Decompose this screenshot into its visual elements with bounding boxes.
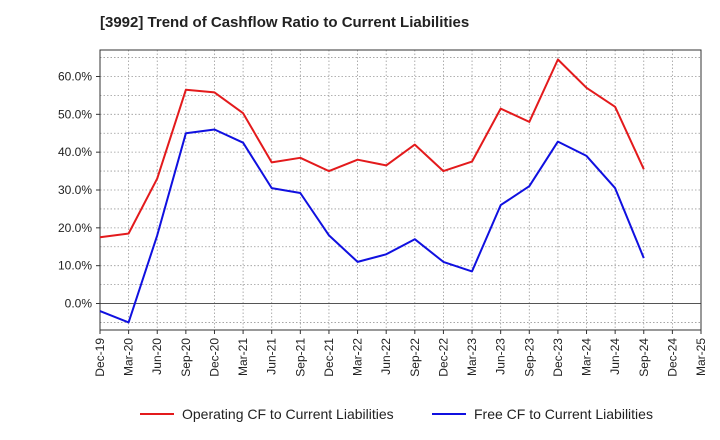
chart-title: [3992] Trend of Cashflow Ratio to Curren…	[100, 14, 470, 31]
x-tick-label: Dec-21	[322, 338, 336, 377]
x-tick-label: Jun-21	[265, 338, 279, 375]
x-tick-label: Jun-20	[150, 338, 164, 375]
x-tick-label: Jun-24	[608, 338, 622, 375]
x-tick-label: Sep-20	[179, 338, 193, 377]
y-tick-label: 0.0%	[65, 297, 93, 311]
x-tick-label: Dec-19	[93, 338, 107, 377]
y-tick-label: 40.0%	[58, 145, 92, 159]
x-tick-label: Jun-22	[379, 338, 393, 375]
x-tick-label: Mar-23	[465, 338, 479, 376]
x-tick-label: Jun-23	[494, 338, 508, 375]
x-tick-label: Sep-21	[293, 338, 307, 377]
x-tick-label: Dec-22	[436, 338, 450, 377]
legend-label: Operating CF to Current Liabilities	[182, 406, 394, 422]
series-line-free-cf	[99, 128, 645, 324]
x-tick-label: Mar-21	[236, 338, 250, 376]
x-tick-label: Sep-24	[637, 338, 651, 377]
x-tick-label: Mar-25	[694, 338, 708, 376]
x-tick-label: Dec-20	[207, 338, 221, 377]
x-tick-label: Mar-20	[122, 338, 136, 376]
legend-label: Free CF to Current Liabilities	[474, 406, 653, 422]
y-tick-label: 30.0%	[58, 183, 92, 197]
series-line-operating-cf	[99, 58, 645, 239]
x-tick-label: Sep-22	[408, 338, 422, 377]
y-tick-label: 10.0%	[58, 259, 92, 273]
x-tick-label: Dec-24	[665, 338, 679, 377]
y-tick-label: 50.0%	[58, 107, 92, 121]
y-tick-label: 60.0%	[58, 69, 92, 83]
plot-area	[100, 50, 701, 330]
x-tick-label: Sep-23	[522, 338, 536, 377]
x-tick-label: Mar-24	[580, 338, 594, 376]
y-tick-label: 20.0%	[58, 221, 92, 235]
x-tick-label: Mar-22	[351, 338, 365, 376]
x-tick-label: Dec-23	[551, 338, 565, 377]
